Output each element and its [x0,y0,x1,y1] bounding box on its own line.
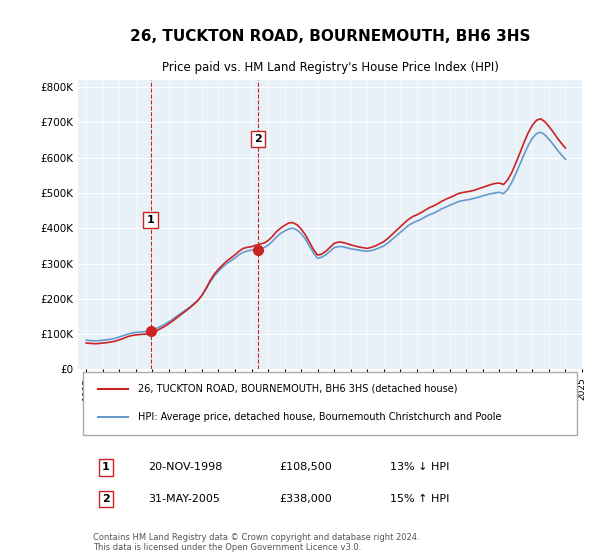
Text: 15% ↑ HPI: 15% ↑ HPI [391,494,450,504]
Text: 26, TUCKTON ROAD, BOURNEMOUTH, BH6 3HS (detached house): 26, TUCKTON ROAD, BOURNEMOUTH, BH6 3HS (… [139,384,458,394]
Text: 26, TUCKTON ROAD, BOURNEMOUTH, BH6 3HS: 26, TUCKTON ROAD, BOURNEMOUTH, BH6 3HS [130,30,530,44]
Text: 1: 1 [146,215,154,225]
Text: Price paid vs. HM Land Registry's House Price Index (HPI): Price paid vs. HM Land Registry's House … [161,61,499,74]
Text: 2: 2 [102,494,110,504]
Text: £108,500: £108,500 [280,463,332,473]
Text: HPI: Average price, detached house, Bournemouth Christchurch and Poole: HPI: Average price, detached house, Bour… [139,412,502,422]
Text: 1: 1 [102,463,110,473]
FancyBboxPatch shape [83,372,577,435]
Text: £338,000: £338,000 [280,494,332,504]
Text: Contains HM Land Registry data © Crown copyright and database right 2024.
This d: Contains HM Land Registry data © Crown c… [93,533,420,552]
Text: 31-MAY-2005: 31-MAY-2005 [149,494,220,504]
Text: 13% ↓ HPI: 13% ↓ HPI [391,463,450,473]
Text: 20-NOV-1998: 20-NOV-1998 [149,463,223,473]
Text: 2: 2 [254,134,262,144]
